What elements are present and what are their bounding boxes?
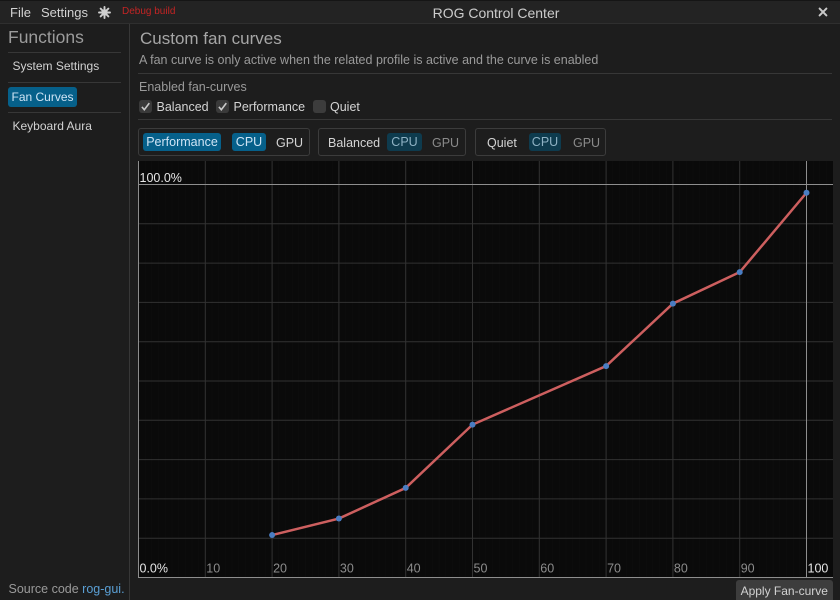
svg-text:90: 90 bbox=[741, 562, 755, 576]
svg-text:0.0%: 0.0% bbox=[140, 562, 169, 576]
svg-text:70: 70 bbox=[607, 562, 621, 576]
svg-text:20: 20 bbox=[273, 562, 287, 576]
svg-text:50: 50 bbox=[474, 562, 488, 576]
svg-text:40: 40 bbox=[407, 562, 421, 576]
svg-text:100.0%: 100.0% bbox=[140, 171, 182, 185]
svg-text:10: 10 bbox=[206, 562, 220, 576]
svg-text:80: 80 bbox=[674, 562, 688, 576]
svg-text:60: 60 bbox=[540, 562, 554, 576]
svg-text:100: 100 bbox=[808, 562, 829, 576]
svg-text:30: 30 bbox=[340, 562, 354, 576]
